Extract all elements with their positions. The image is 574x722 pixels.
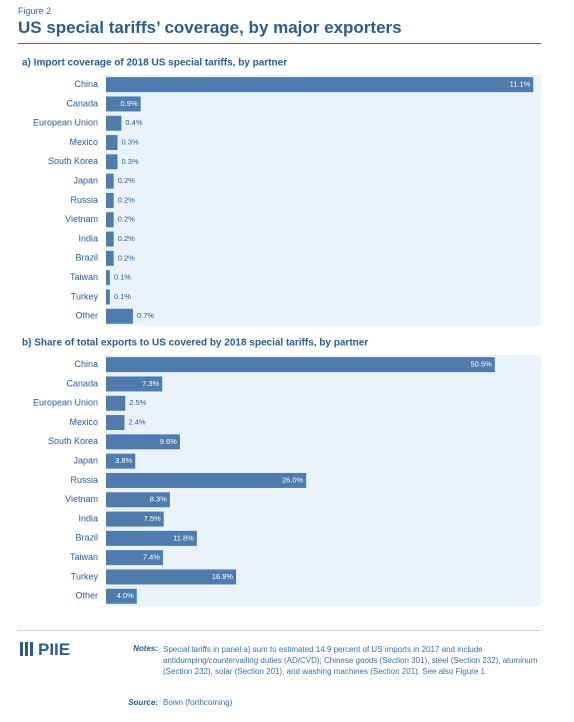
charts: a) Import coverage of 2018 US special ta…: [22, 58, 541, 606]
category-label: Mexico: [69, 137, 98, 147]
value-label: 7.4%: [143, 553, 160, 562]
category-label: Other: [75, 311, 98, 321]
bar: [106, 395, 126, 411]
category-label: Taiwan: [70, 552, 98, 562]
bar: [106, 511, 164, 527]
value-label: 0.9%: [121, 99, 138, 108]
category-label: Canada: [66, 378, 98, 388]
plot-background: [106, 75, 541, 326]
category-label: Japan: [73, 176, 98, 186]
category-label: Japan: [73, 456, 98, 466]
value-label: 0.1%: [114, 292, 131, 301]
bar: [106, 308, 133, 324]
category-label: Vietnam: [65, 214, 98, 224]
category-label: Russia: [70, 195, 98, 205]
bar: [106, 135, 118, 151]
category-label: Brazil: [75, 533, 98, 543]
value-label: 8.3%: [150, 495, 167, 504]
footer-rule: [18, 630, 541, 631]
value-label: 2.5%: [129, 398, 146, 407]
bar: [106, 376, 163, 392]
category-label: Russia: [70, 475, 98, 485]
value-label: 0.7%: [137, 311, 154, 320]
source-label: Source:: [128, 698, 158, 707]
category-label: Taiwan: [70, 272, 98, 282]
category-label: European Union: [33, 398, 98, 408]
category-label: South Korea: [48, 156, 98, 166]
value-label: 0.2%: [118, 176, 135, 185]
bar: [106, 453, 136, 469]
bar: [106, 357, 495, 373]
bar: [106, 192, 114, 208]
title-rule: [18, 43, 541, 44]
category-label: China: [74, 359, 98, 369]
category-label: Brazil: [75, 253, 98, 263]
bar: [106, 250, 114, 266]
bar: [106, 212, 114, 228]
value-label: 0.3%: [122, 157, 139, 166]
value-label: 26.0%: [282, 475, 304, 484]
category-label: Canada: [66, 98, 98, 108]
value-label: 7.5%: [144, 514, 161, 523]
value-label: 0.1%: [114, 273, 131, 282]
value-label: 0.2%: [118, 234, 135, 243]
bar: [106, 588, 137, 604]
notes-label: Notes:: [133, 644, 158, 653]
notes: Special tariffs in panel a) sum to estim…: [163, 645, 538, 676]
bar: [106, 173, 114, 189]
category-label: India: [78, 513, 98, 523]
panel-title: a) Import coverage of 2018 US special ta…: [22, 58, 287, 69]
value-label: 0.4%: [125, 118, 142, 127]
logo-text: PIIE: [38, 640, 71, 659]
category-label: Mexico: [69, 417, 98, 427]
category-label: China: [74, 79, 98, 89]
bar: [106, 231, 114, 247]
category-label: Other: [75, 591, 98, 601]
bar: [106, 154, 118, 170]
bar: [106, 569, 237, 585]
bar: [106, 492, 170, 508]
bar: [106, 415, 125, 431]
logo: PIIE: [20, 640, 70, 660]
bar: [106, 115, 122, 131]
bar: [106, 289, 110, 305]
panel-title: b) Share of total exports to US covered …: [22, 338, 368, 349]
category-label: South Korea: [48, 436, 98, 446]
category-label: India: [78, 233, 98, 243]
category-label: Vietnam: [65, 494, 98, 504]
value-label: 4.0%: [117, 591, 134, 600]
value-label: 0.2%: [118, 253, 135, 262]
value-label: 50.5%: [471, 360, 493, 369]
value-label: 0.2%: [118, 215, 135, 224]
figure-label: Figure 2: [18, 6, 52, 16]
category-label: Turkey: [71, 291, 99, 301]
source: Bown (forthcoming): [163, 698, 233, 707]
category-label: European Union: [33, 118, 98, 128]
value-label: 0.3%: [122, 138, 139, 147]
category-label: Turkey: [71, 571, 99, 581]
value-label: 7.3%: [142, 379, 159, 388]
value-label: 11.1%: [510, 80, 531, 89]
bar: [106, 472, 307, 488]
bar: [106, 434, 180, 450]
value-label: 11.8%: [173, 533, 194, 542]
bar: [106, 270, 110, 286]
bar: [106, 77, 534, 93]
page-title: US special tariffs’ coverage, by major e…: [18, 18, 402, 37]
value-label: 2.4%: [128, 418, 145, 427]
value-label: 16.9%: [212, 572, 234, 581]
logo-icon: [20, 642, 34, 656]
bar: [106, 530, 197, 546]
value-label: 3.8%: [115, 456, 132, 465]
value-label: 9.6%: [160, 437, 177, 446]
value-label: 0.2%: [118, 195, 135, 204]
bar: [106, 96, 141, 112]
bar: [106, 550, 163, 566]
